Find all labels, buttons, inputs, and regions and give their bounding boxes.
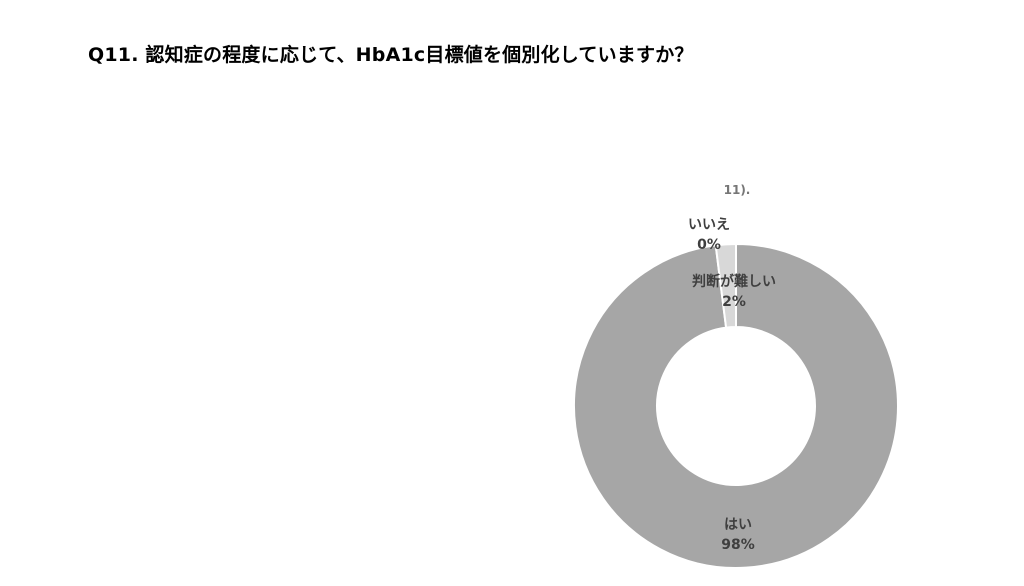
donut-chart: 11). いいえ 0% 判断が難しい 2% はい 98% bbox=[243, 88, 899, 569]
slice-label-hai-name: はい bbox=[723, 517, 752, 533]
slice-label-hai: はい 98% bbox=[721, 515, 755, 555]
donut-slice-0 bbox=[573, 243, 899, 569]
slice-label-iie-value: 0% bbox=[697, 237, 721, 253]
slice-label-handan: 判断が難しい 2% bbox=[692, 272, 776, 312]
slice-label-iie-name: いいえ bbox=[688, 217, 730, 233]
slice-label-handan-value: 2% bbox=[722, 294, 746, 310]
donut-slice-2 bbox=[714, 243, 737, 329]
slide-title: Q11. 認知症の程度に応じて、HbA1c目標値を個別化していますか？ bbox=[88, 44, 694, 66]
slice-label-handan-name: 判断が難しい bbox=[692, 274, 776, 290]
chart-note: 11). bbox=[723, 183, 751, 197]
slice-label-iie: いいえ 0% bbox=[688, 215, 730, 255]
slice-label-hai-value: 98% bbox=[721, 537, 755, 553]
donut-plot bbox=[573, 243, 899, 569]
